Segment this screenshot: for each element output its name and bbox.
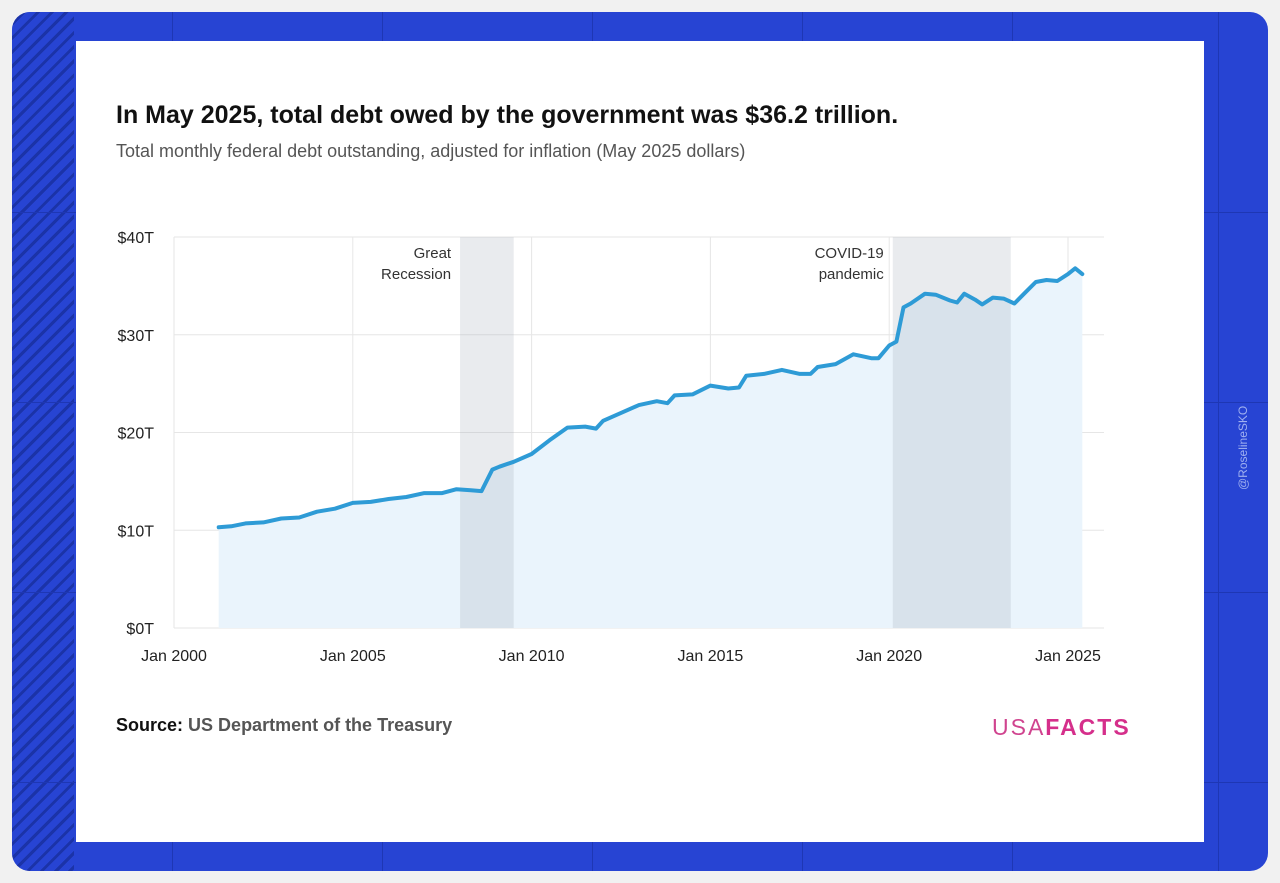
chart-card: In May 2025, total debt owed by the gove… — [76, 41, 1204, 842]
shaded-period — [460, 237, 514, 628]
source-note: Source: US Department of the Treasury — [116, 715, 452, 736]
chart-subtitle: Total monthly federal debt outstanding, … — [116, 141, 746, 161]
y-tick-label: $30T — [118, 328, 155, 345]
shaded-period-label: Great — [414, 245, 452, 262]
source-text: US Department of the Treasury — [188, 715, 453, 735]
y-tick-label: $0T — [126, 621, 154, 638]
decorative-stripes — [12, 12, 74, 871]
x-tick-label: Jan 2005 — [320, 648, 386, 665]
shaded-period-label: pandemic — [819, 266, 885, 283]
x-tick-label: Jan 2015 — [677, 648, 743, 665]
x-tick-label: Jan 2020 — [856, 648, 922, 665]
chart-title: In May 2025, total debt owed by the gove… — [116, 101, 899, 129]
watermark: @RoselineSKO — [1236, 405, 1250, 490]
shaded-period-label: Recession — [381, 266, 451, 283]
y-tick-label: $20T — [118, 426, 155, 443]
x-tick-label: Jan 2025 — [1035, 648, 1101, 665]
source-label: Source: — [116, 715, 184, 735]
logo-usa: USA — [992, 714, 1046, 740]
logo-facts: FACTS — [1045, 714, 1131, 740]
y-tick-label: $10T — [118, 523, 155, 540]
usafacts-logo: USAFACTS — [992, 714, 1131, 741]
chart-svg: $0T $10T $20T $30T $40T Jan 2000 Jan 2005 Jan 2… — [118, 230, 1104, 665]
x-tick-label: Jan 2000 — [141, 648, 207, 665]
x-tick-label: Jan 2010 — [499, 648, 565, 665]
series-line — [216, 266, 1085, 530]
frame-gridline — [1218, 12, 1219, 871]
shaded-period-label: COVID-19 — [815, 245, 884, 262]
y-tick-label: $40T — [118, 230, 155, 247]
